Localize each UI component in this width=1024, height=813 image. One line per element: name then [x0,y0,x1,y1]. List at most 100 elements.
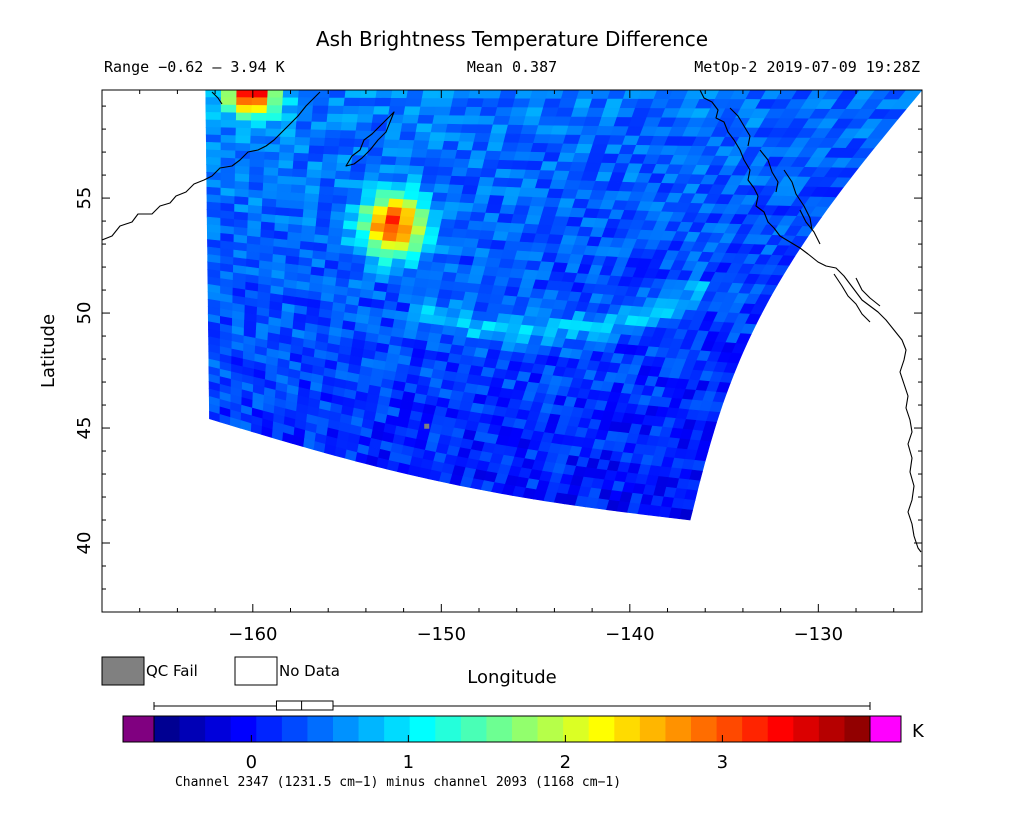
swath-cell [445,307,462,319]
swath-cell [294,137,311,147]
swath-cell [415,269,431,280]
swath-cell [309,137,326,147]
swath-cell [441,271,458,283]
swath-cell [373,197,390,208]
legend-swatch-no-data [234,656,278,686]
swath-cell [375,90,393,99]
swath-cell [520,125,539,135]
swath-cell [304,193,320,203]
swath-cell [381,147,399,158]
x-tick-label: −150 [417,624,466,645]
swath-cell [220,210,235,220]
swath-cell [420,98,438,108]
swath-cell [467,220,484,231]
swath-cell [410,225,427,236]
swath-cell [359,196,376,207]
swath-cell [235,127,252,137]
swath-cell [415,200,433,211]
swath-cell [277,175,293,186]
colorbar-cell [793,716,820,742]
legend-swatch-qc-fail [101,656,145,686]
colorbar-cell [537,716,564,742]
swath-cell [412,217,429,228]
swath-cell [220,104,237,114]
swath-cell [249,166,265,176]
swath-cell [261,206,277,216]
swath-cell [341,228,358,239]
colorbar-tick-label: 3 [717,752,728,773]
swath-cell [418,183,436,194]
swath-cell [357,105,375,116]
swath-cell [368,139,386,149]
swath-cell [480,221,498,232]
swath-cell [459,193,477,204]
swath-cell [234,196,250,206]
swath-cell [418,252,435,263]
swath-cell [263,167,279,177]
swath-cell [691,459,706,472]
swath-cell [467,159,485,169]
swath-cell [435,98,454,108]
swath-cell [473,133,492,143]
swath-cell [456,264,473,275]
swath-cell [312,97,330,107]
kodiak-island-coastline [345,111,395,167]
swath-cell [303,201,319,211]
swath-cell [413,277,430,289]
swath-cell [384,215,401,226]
swath-cell [298,90,316,99]
swath-cell [250,112,268,122]
swath-cell [220,134,237,144]
x-tick-label: −160 [228,624,277,645]
swath-cell [449,106,467,117]
swath-cell [362,180,379,191]
swath-cell [471,203,489,214]
swath-cell [477,115,496,126]
swath-cell [206,201,222,212]
swath-cell [250,120,267,130]
swath-cell [466,98,485,108]
swath-cell [471,256,489,268]
swath-cell [435,236,453,247]
swath-cell [236,97,253,106]
swath-cell [461,185,479,196]
swath-cell [393,164,411,175]
swath-cell [352,246,368,257]
swath-cell [395,233,412,244]
swath-cell [251,90,269,99]
swath-cell [558,98,578,109]
swath-cell [406,173,424,184]
y-tick-label: 50 [74,302,95,325]
swath-cell [429,200,447,211]
swath-cell [525,160,544,171]
swath-cell [380,156,398,166]
swath-cell [389,266,405,278]
swath-cell [248,189,264,199]
swath-cell [425,149,443,159]
range-text: Range −0.62 – 3.94 K [104,58,285,76]
swath-cell [462,238,480,249]
swath-cell [555,107,575,118]
swath-cell [530,142,549,153]
alaska-peninsula-coastline [102,91,321,241]
swath-cell [220,150,236,159]
swath-cell [545,143,564,154]
swath-cell [335,162,353,173]
swath-cell [390,90,409,99]
swath-cell [282,97,299,107]
colorbar-cell [256,716,283,742]
qc-fail-pixel [424,423,430,429]
swath-cell [309,129,327,139]
swath-cell [450,290,466,302]
swath-cell [339,244,355,256]
swath-cell [305,177,322,187]
colorbar-cell [563,716,590,742]
swath-cell [445,193,463,204]
swath-cell [510,107,529,117]
swath-cell [465,229,482,240]
swath-cell [308,145,325,155]
swath-cell [321,161,338,172]
inside-passage-islands [211,91,881,323]
colorbar-unit: K [912,721,925,742]
swath-cell [205,104,222,113]
